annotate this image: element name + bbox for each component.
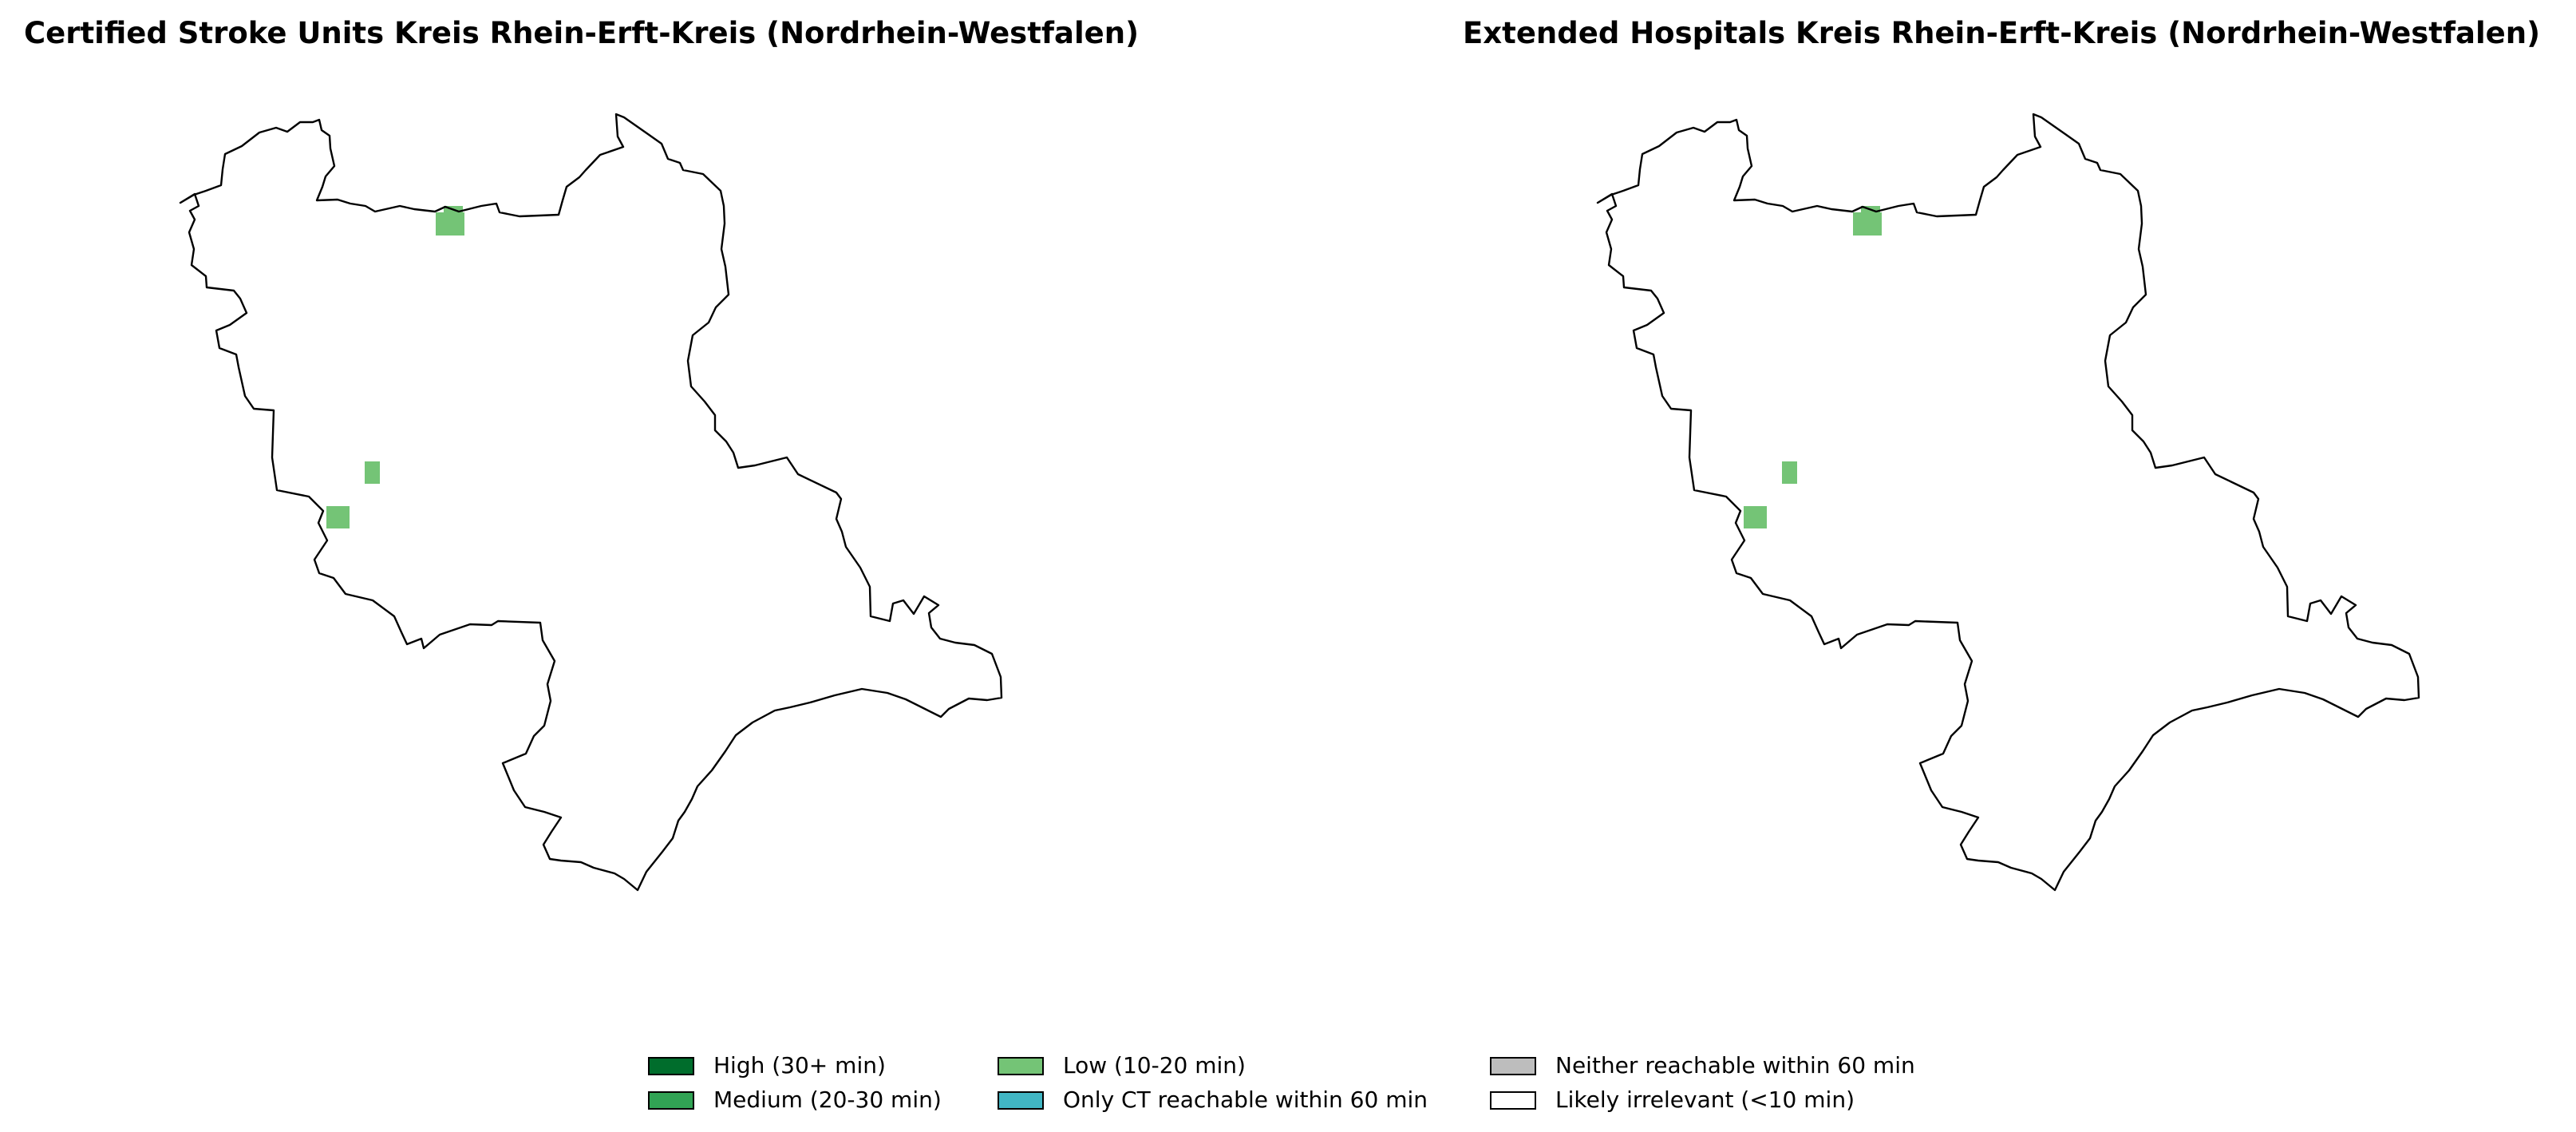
legend-item-neither: Neither reachable within 60 min: [1490, 1052, 1915, 1079]
legend-item-low: Low (10-20 min): [998, 1052, 1246, 1079]
legend-label-ct: Only CT reachable within 60 min: [1063, 1086, 1428, 1113]
legend-item-medium: Medium (20-30 min): [648, 1086, 942, 1114]
legend-label-high: High (30+ min): [713, 1052, 886, 1079]
map-panel-extended-hospitals: [1596, 113, 2420, 892]
extended-hospitals-district-boundary: [1596, 113, 2420, 892]
legend-item-high: High (30+ min): [648, 1052, 886, 1079]
legend-item-ct: Only CT reachable within 60 min: [998, 1086, 1428, 1114]
legend-swatch-low: [998, 1056, 1044, 1075]
panel-title-extended-hospitals: Extended Hospitals Kreis Rhein-Erft-Krei…: [1463, 16, 2541, 50]
stroke-units-grid-cells: [326, 206, 464, 528]
stroke-units-grid-cell-low: [436, 212, 464, 236]
extended-hospitals-grid-cell-low: [1853, 212, 1882, 236]
legend-swatch-irrelevant: [1490, 1090, 1536, 1110]
extended-hospitals-grid-cell-low: [1782, 461, 1797, 484]
legend-swatch-neither: [1490, 1056, 1536, 1075]
panel-title-stroke-units: Certified Stroke Units Kreis Rhein-Erft-…: [24, 16, 1139, 50]
legend-label-low: Low (10-20 min): [1063, 1052, 1246, 1079]
legend-item-irrelevant: Likely irrelevant (<10 min): [1490, 1086, 1855, 1114]
legend-label-irrelevant: Likely irrelevant (<10 min): [1555, 1086, 1855, 1113]
extended-hospitals-grid-cells: [1744, 206, 1882, 528]
legend-swatch-ct: [998, 1090, 1044, 1110]
legend-label-neither: Neither reachable within 60 min: [1555, 1052, 1915, 1079]
legend-label-medium: Medium (20-30 min): [713, 1086, 942, 1113]
legend-swatch-high: [648, 1056, 694, 1075]
stroke-units-grid-cell-low: [365, 461, 380, 484]
legend-swatch-medium: [648, 1090, 694, 1110]
stroke-units-grid-cell-low: [326, 506, 350, 528]
extended-hospitals-grid-cell-low: [1744, 506, 1767, 528]
map-panel-stroke-units: [179, 113, 1003, 892]
stroke-units-district-boundary: [179, 113, 1003, 892]
